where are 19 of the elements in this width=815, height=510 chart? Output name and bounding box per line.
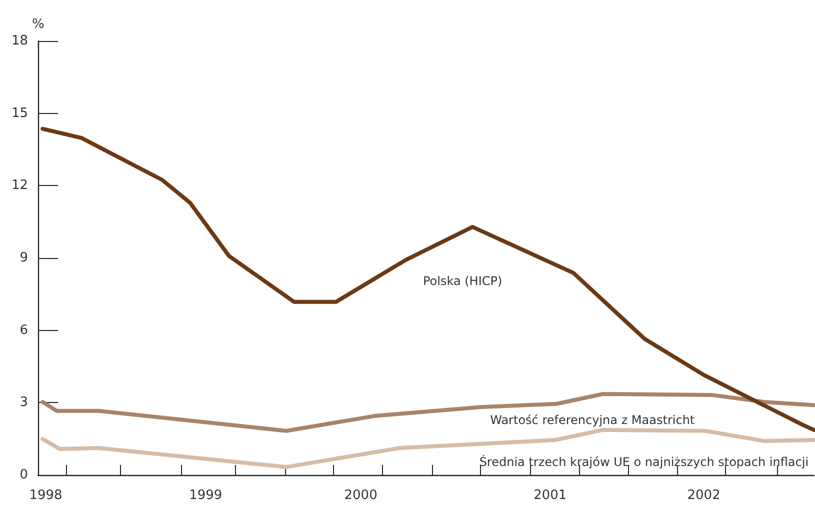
y-axis-title: % [32, 17, 44, 32]
y-tick-label: 15 [11, 106, 28, 121]
line-series [40, 126, 815, 432]
y-tick-label: 9 [20, 250, 28, 266]
y-tick-label: 3 [20, 395, 28, 410]
x-tick-label: 2002 [687, 488, 720, 503]
x-tick-label: 2000 [344, 488, 378, 503]
y-tick-label: 0 [20, 468, 28, 482]
series-label: Polska (HICP) [422, 274, 502, 288]
series-label: Wartość referencyjna z Maastricht [490, 412, 695, 427]
y-tick-label: 12 [11, 178, 28, 194]
line-series [40, 392, 815, 433]
x-tick-label: 1999 [189, 488, 222, 503]
x-tick-label: 1998 [29, 488, 62, 503]
y-tick-label: 18 [11, 34, 28, 48]
y-tick-label: 6 [20, 322, 28, 338]
line-series [40, 428, 815, 470]
x-tick-label: 2001 [534, 488, 567, 503]
series-label: Średnia trzech krajów UE o najniższych stopach inflacji [479, 454, 809, 469]
